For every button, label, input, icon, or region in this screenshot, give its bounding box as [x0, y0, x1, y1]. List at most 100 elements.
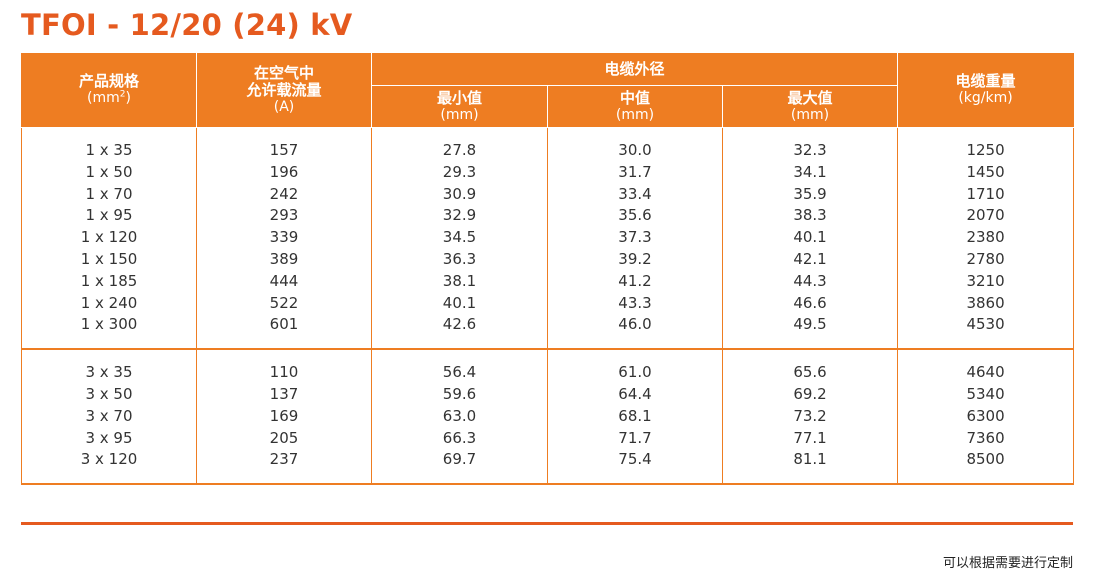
cell-min: 29.3	[371, 161, 548, 184]
table-header: 产品规格 (mm2) 在空气中 允许载流量 (A) 电缆外径 电缆重量 (kg/…	[21, 53, 1075, 128]
cell-weight: 5340	[897, 383, 1075, 406]
cell-spec: 3 x 50	[21, 383, 197, 406]
cell-max: 46.6	[721, 292, 898, 315]
page-title: TFOI - 12/20 (24) kV	[21, 8, 353, 42]
table-row: 1 x 70 242 30.9 33.4 35.9 1710	[21, 183, 1075, 206]
cell-spec: 1 x 300	[21, 314, 197, 351]
table-row: 1 x 120 339 34.5 37.3 40.1 2380	[21, 227, 1075, 249]
header-diameter-group: 电缆外径	[371, 53, 899, 86]
cell-spec: 1 x 50	[21, 161, 197, 184]
cell-max: 40.1	[721, 227, 898, 249]
table-row: 1 x 185 444 38.1 41.2 44.3 3210	[21, 270, 1075, 293]
cable-spec-table: 产品规格 (mm2) 在空气中 允许载流量 (A) 电缆外径 电缆重量 (kg/…	[21, 53, 1075, 486]
table-row: 1 x 240 522 40.1 43.3 46.6 3860	[21, 292, 1075, 315]
header-mid-label: 中值	[619, 88, 650, 107]
cell-mid: 35.6	[547, 205, 723, 228]
cell-ampacity: 205	[196, 427, 372, 450]
header-ampacity-unit: (A)	[273, 98, 295, 115]
cell-ampacity: 242	[196, 183, 372, 206]
cell-spec: 1 x 35	[21, 127, 197, 162]
cell-mid: 43.3	[547, 292, 723, 315]
cell-ampacity: 444	[196, 270, 372, 293]
header-ampacity-line1: 在空气中	[253, 63, 314, 82]
cell-spec: 1 x 120	[21, 227, 197, 249]
cell-min: 40.1	[371, 292, 548, 315]
header-ampacity: 在空气中 允许载流量 (A)	[196, 53, 372, 128]
cell-mid: 37.3	[547, 227, 723, 249]
single-core-group: 1 x 35 157 27.8 30.0 32.3 1250 1 x 50 196 29.3 31…	[21, 127, 1075, 351]
cell-ampacity: 522	[196, 292, 372, 315]
cell-mid: 31.7	[547, 161, 723, 184]
cell-weight: 4640	[897, 349, 1075, 384]
cell-max: 34.1	[721, 161, 898, 184]
cell-spec: 3 x 70	[21, 405, 197, 428]
table-row: 1 x 50 196 29.3 31.7 34.1 1450	[21, 161, 1075, 184]
header-spec: 产品规格 (mm2)	[21, 53, 197, 128]
cell-min: 36.3	[371, 248, 548, 271]
table-row: 1 x 150 389 36.3 39.2 42.1 2780	[21, 248, 1075, 271]
cell-spec: 3 x 120	[21, 449, 197, 486]
cell-max: 42.1	[721, 248, 898, 271]
cell-min: 34.5	[371, 227, 548, 249]
cell-max: 69.2	[721, 383, 898, 406]
footer-divider	[21, 522, 1073, 525]
header-spec-label: 产品规格	[78, 72, 139, 90]
cell-weight: 4530	[897, 314, 1075, 351]
cell-weight: 2070	[897, 205, 1075, 228]
header-max-label: 最大值	[787, 88, 833, 107]
table-row: 1 x 35 157 27.8 30.0 32.3 1250	[21, 127, 1075, 162]
header-weight-unit: (kg/km)	[958, 90, 1013, 106]
cell-mid: 61.0	[547, 349, 723, 384]
cell-min: 27.8	[371, 127, 548, 162]
cell-ampacity: 237	[196, 449, 372, 486]
cell-min: 30.9	[371, 183, 548, 206]
cell-max: 32.3	[721, 127, 898, 162]
cell-max: 44.3	[721, 270, 898, 293]
cell-ampacity: 137	[196, 383, 372, 406]
cell-mid: 39.2	[547, 248, 723, 271]
cell-spec: 1 x 70	[21, 183, 197, 206]
cell-mid: 71.7	[547, 427, 723, 450]
table-row: 3 x 120 237 69.7 75.4 81.1 8500	[21, 449, 1075, 486]
table-row: 3 x 95 205 66.3 71.7 77.1 7360	[21, 427, 1075, 450]
cell-min: 69.7	[371, 449, 548, 486]
cell-max: 35.9	[721, 183, 898, 206]
cell-weight: 7360	[897, 427, 1075, 450]
cell-spec: 3 x 95	[21, 427, 197, 450]
cell-ampacity: 339	[196, 227, 372, 249]
cell-weight: 3860	[897, 292, 1075, 315]
cell-min: 42.6	[371, 314, 548, 351]
cell-ampacity: 110	[196, 349, 372, 384]
header-min: 最小值 (mm)	[371, 85, 548, 128]
cell-spec: 1 x 95	[21, 205, 197, 228]
header-max: 最大值 (mm)	[722, 85, 899, 128]
cell-min: 38.1	[371, 270, 548, 293]
table-row: 1 x 300 601 42.6 46.0 49.5 4530	[21, 314, 1075, 351]
cell-weight: 6300	[897, 405, 1075, 428]
cell-weight: 1450	[897, 161, 1075, 184]
cell-ampacity: 601	[196, 314, 372, 351]
cell-max: 81.1	[721, 449, 898, 486]
cell-max: 38.3	[721, 205, 898, 228]
cell-weight: 1710	[897, 183, 1075, 206]
cell-max: 73.2	[721, 405, 898, 428]
footer-note: 可以根据需要进行定制	[942, 556, 1073, 571]
cell-max: 65.6	[721, 349, 898, 384]
cell-ampacity: 196	[196, 161, 372, 184]
cell-weight: 2380	[897, 227, 1075, 249]
cell-mid: 30.0	[547, 127, 723, 162]
cell-mid: 41.2	[547, 270, 723, 293]
cell-max: 77.1	[721, 427, 898, 450]
header-weight-label: 电缆重量	[955, 72, 1016, 90]
cell-mid: 68.1	[547, 405, 723, 428]
cell-ampacity: 157	[196, 127, 372, 162]
header-min-unit: (mm)	[440, 106, 479, 123]
cable-spec-table-wrapper: 产品规格 (mm2) 在空气中 允许载流量 (A) 电缆外径 电缆重量 (kg/…	[21, 53, 1075, 486]
header-spec-unit: (mm2)	[87, 89, 131, 106]
cell-weight: 2780	[897, 248, 1075, 271]
cell-weight: 1250	[897, 127, 1075, 162]
header-max-unit: (mm)	[790, 106, 830, 123]
cell-mid: 64.4	[547, 383, 723, 406]
cell-min: 66.3	[371, 427, 548, 450]
three-core-group: 3 x 35 110 56.4 61.0 65.6 4640 3 x 50 137 59.6 64…	[21, 349, 1075, 486]
